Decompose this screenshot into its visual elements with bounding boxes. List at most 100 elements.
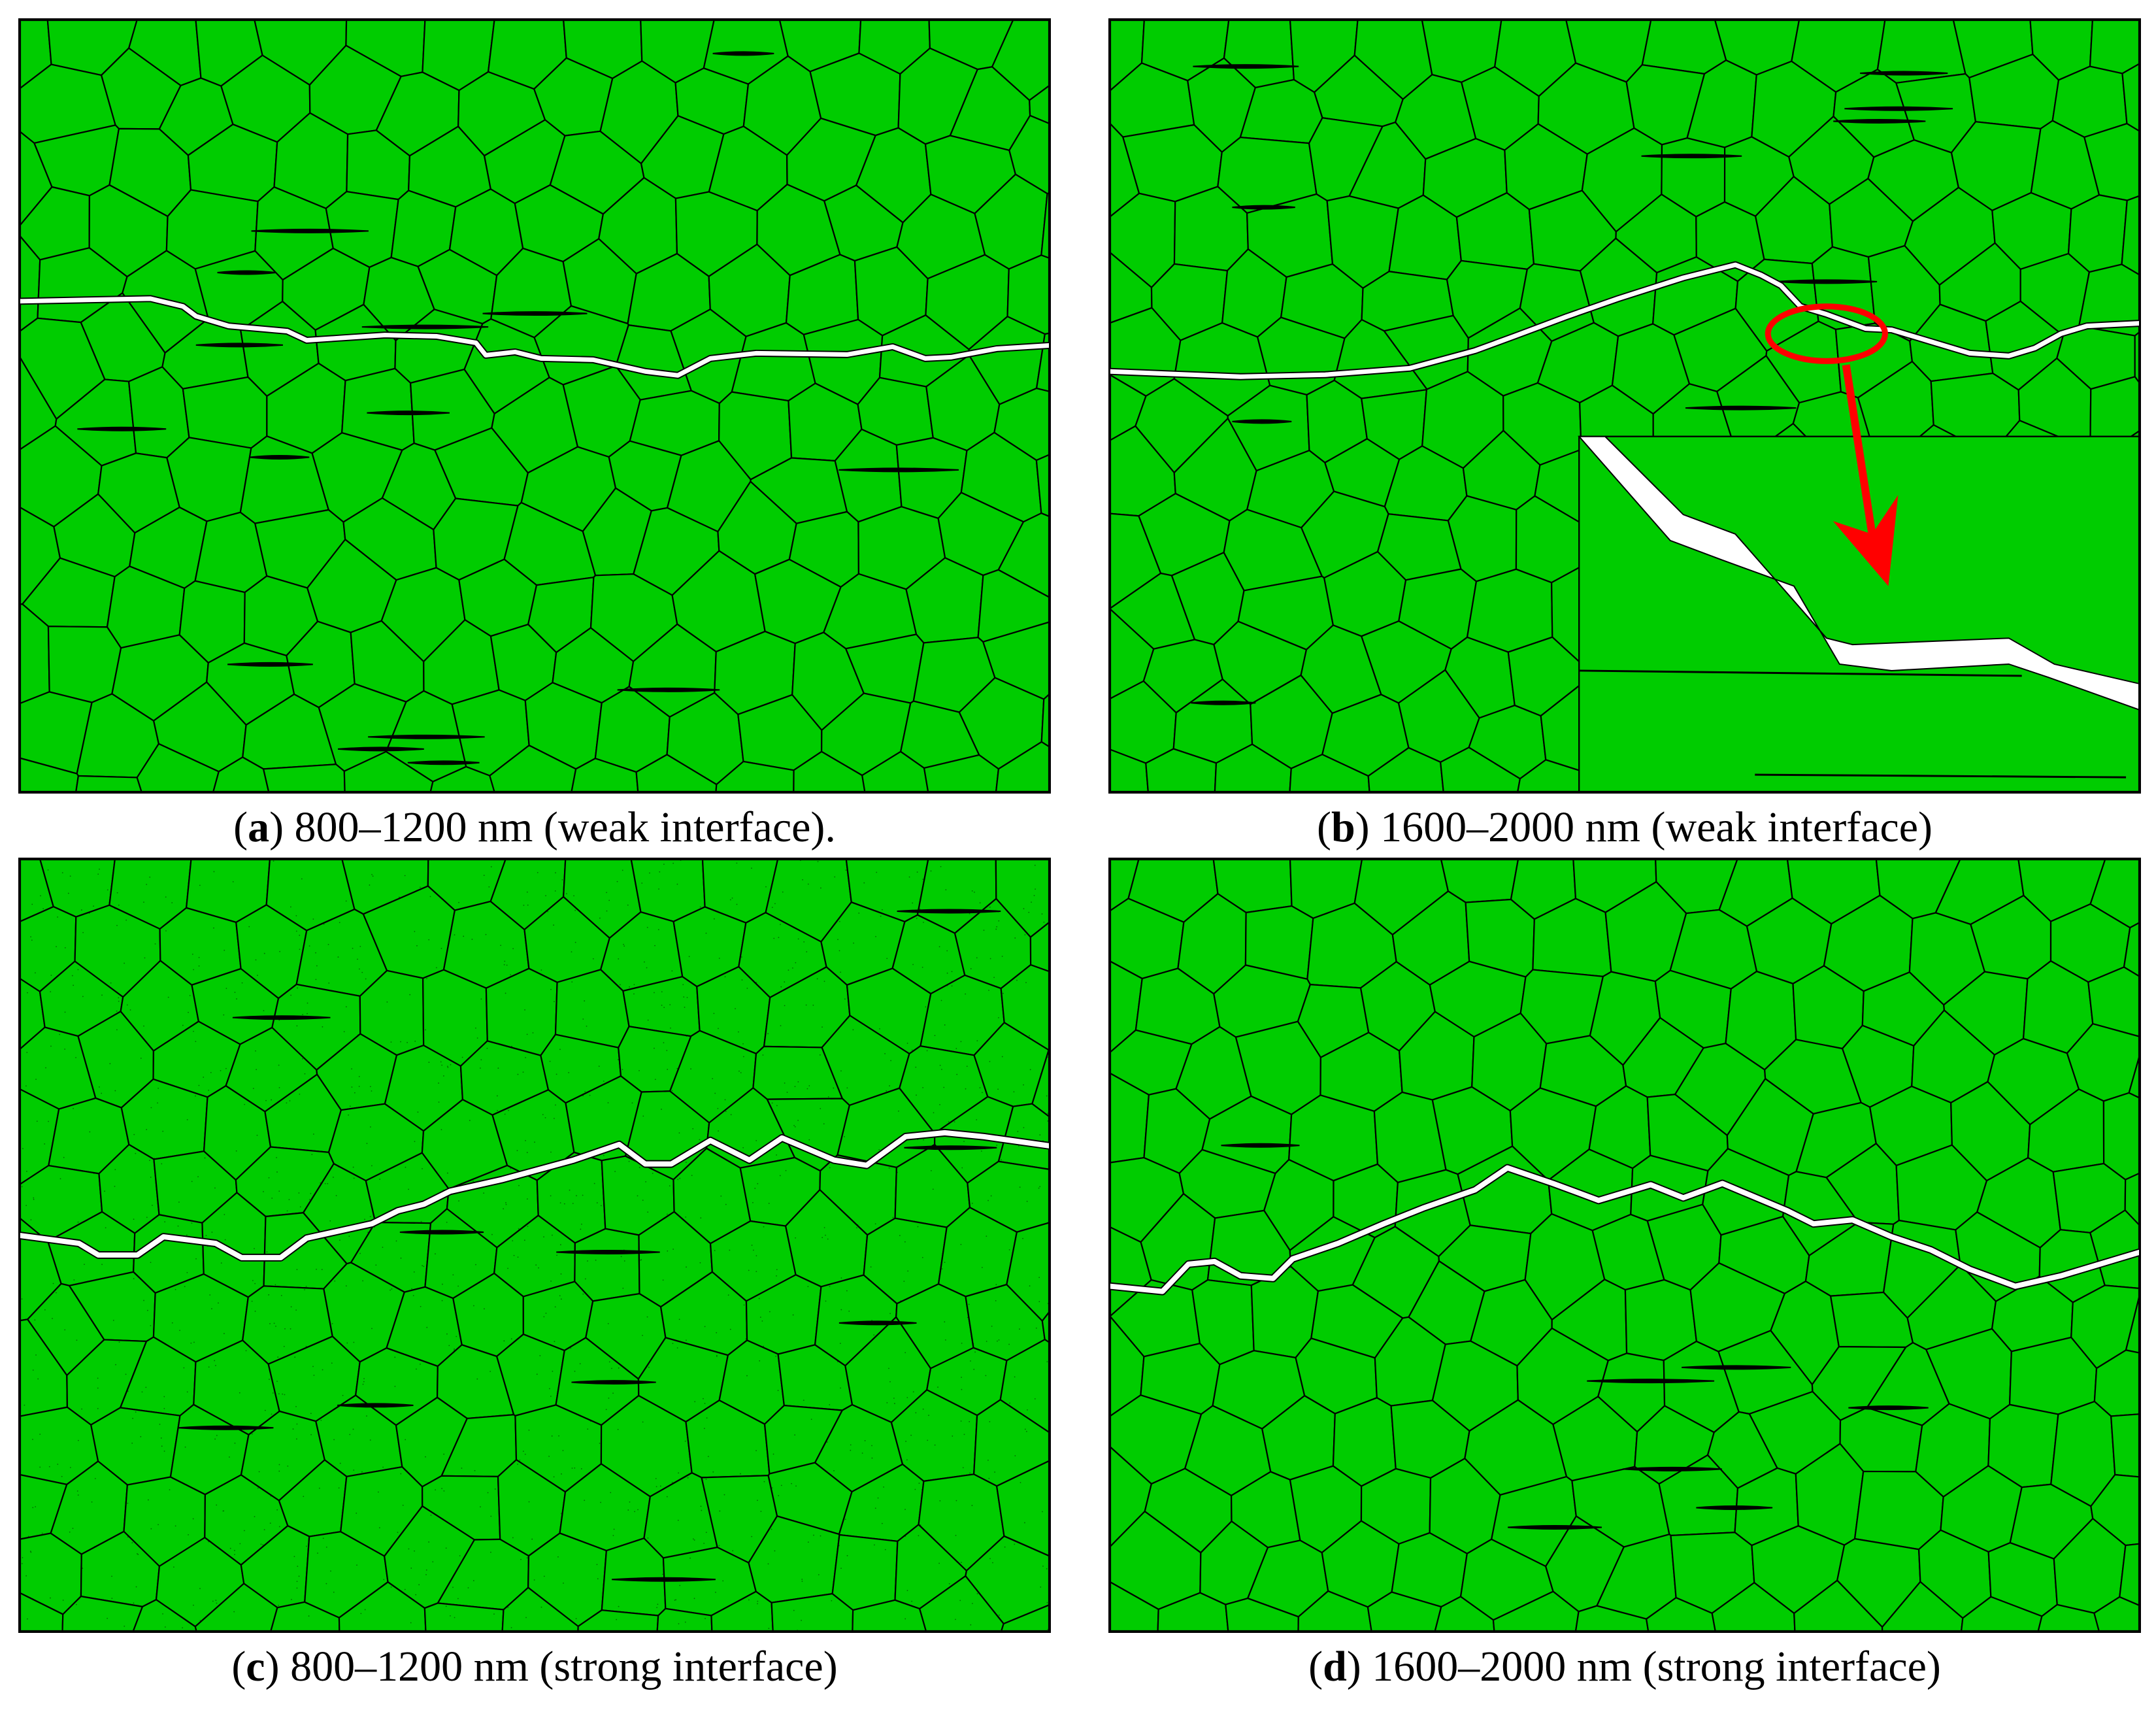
caption-text-a: 800–1200 nm (weak interface).: [294, 803, 836, 851]
platelet: [556, 1249, 660, 1254]
grain-cell: [1001, 1604, 1049, 1631]
platelet: [338, 747, 424, 752]
platelet: [1860, 71, 1948, 76]
platelet: [1641, 154, 1742, 159]
platelet: [1844, 106, 1953, 111]
grain-cell: [2110, 1413, 2139, 1478]
caption-d: (d) 1600–2000 nm (strong interface): [1308, 1643, 1941, 1690]
highlight-ellipse: [1765, 303, 1888, 364]
crack-path: [1110, 262, 2139, 379]
platelet: [195, 343, 283, 348]
grain-cell: [601, 1537, 667, 1617]
caption-a: (a) 800–1200 nm (weak interface).: [233, 803, 836, 851]
platelet: [1587, 1379, 1715, 1384]
platelet: [367, 411, 450, 416]
platelets: [178, 909, 1001, 1582]
micrograph-panel-b: [1108, 18, 2141, 794]
grain-cell: [2087, 966, 2139, 1037]
platelet: [77, 426, 167, 431]
grain-cells: [20, 20, 1049, 792]
micrograph-panel-a: [18, 18, 1051, 794]
platelet: [1191, 700, 1256, 705]
platelet: [1622, 1466, 1722, 1471]
caption-text-b: 1600–2000 nm (weak interface): [1380, 803, 1933, 851]
grain-mesh-d: [1110, 860, 2139, 1631]
platelet: [712, 51, 774, 56]
platelet: [337, 1403, 414, 1408]
platelet: [1776, 279, 1878, 284]
grain-cells: [1110, 860, 2139, 1631]
zoom-inset-crack: [1578, 435, 2139, 711]
platelet: [1682, 1365, 1791, 1370]
platelet: [1232, 205, 1295, 210]
grain-cells: [20, 860, 1049, 1631]
platelet: [227, 662, 313, 667]
micrograph-panel-c: [18, 858, 1051, 1633]
grain-cell: [999, 1339, 1049, 1434]
zoom-arrow-head: [1833, 495, 1899, 586]
platelet: [361, 324, 489, 329]
platelet: [407, 760, 480, 765]
grain-cell: [2134, 331, 2139, 383]
grain-cell: [182, 376, 268, 449]
caption-letter-a: a: [248, 803, 270, 851]
grain-mesh-a: [20, 20, 1049, 792]
platelet: [1696, 1505, 1773, 1510]
grain-cell: [1641, 20, 1727, 75]
platelet: [612, 1577, 716, 1582]
grain-cell: [1578, 435, 2139, 792]
crack-path: [1110, 1165, 2139, 1294]
platelets: [1221, 1143, 1929, 1530]
caption-letter-b: b: [1331, 803, 1355, 851]
platelet: [368, 734, 485, 739]
grain-cell: [997, 1103, 1049, 1170]
platelet: [1848, 1405, 1929, 1411]
platelet: [571, 1380, 656, 1385]
caption-text-d: 1600–2000 nm (strong interface): [1372, 1643, 1941, 1690]
platelet: [838, 467, 959, 473]
platelet: [251, 228, 369, 233]
caption-letter-c: c: [246, 1643, 265, 1690]
grain-cell: [75, 775, 142, 792]
platelet: [1685, 405, 1797, 411]
platelet: [617, 687, 720, 692]
zoom-inset-cells: [1578, 435, 2139, 792]
platelet: [904, 1145, 997, 1150]
platelet: [178, 1425, 274, 1430]
grain-cell: [2093, 1596, 2139, 1631]
zoom-inset-platelet: [1579, 669, 2022, 677]
platelet: [1833, 118, 1926, 124]
micrograph-panel-d: [1108, 858, 2141, 1633]
platelet: [897, 909, 1001, 914]
platelet: [399, 1230, 484, 1235]
platelet: [250, 454, 310, 460]
grain-cell: [2089, 20, 2139, 75]
grain-cell: [47, 626, 122, 703]
caption-letter-d: d: [1323, 1643, 1347, 1690]
platelet: [1508, 1524, 1602, 1530]
platelet: [1232, 419, 1292, 424]
grain-cell: [995, 741, 1049, 792]
grain-cell: [262, 764, 346, 792]
crack-path: [20, 1130, 1049, 1260]
zoom-arrow-shaft: [1842, 364, 1876, 535]
zoom-inset: [1578, 435, 2139, 792]
platelet: [217, 270, 276, 275]
platelet: [838, 1320, 917, 1326]
platelets: [1191, 64, 2046, 705]
platelet: [232, 1015, 331, 1020]
crack-path: [20, 296, 1049, 378]
caption-c: (c) 800–1200 nm (strong interface): [231, 1643, 838, 1690]
grain-cell: [831, 1534, 899, 1611]
platelet: [1193, 64, 1299, 69]
platelet: [1221, 1143, 1300, 1148]
grain-cell: [1466, 568, 1553, 653]
grain-mesh-b: [1110, 20, 2139, 792]
platelets: [77, 51, 959, 765]
grain-mesh-c: [20, 860, 1049, 1631]
grain-cell: [574, 1228, 640, 1302]
stipple: [21, 860, 1049, 1631]
caption-text-c: 800–1200 nm (strong interface): [290, 1643, 838, 1690]
zoom-inset-platelet: [1755, 773, 2127, 779]
grain-cell: [2089, 1209, 2139, 1289]
